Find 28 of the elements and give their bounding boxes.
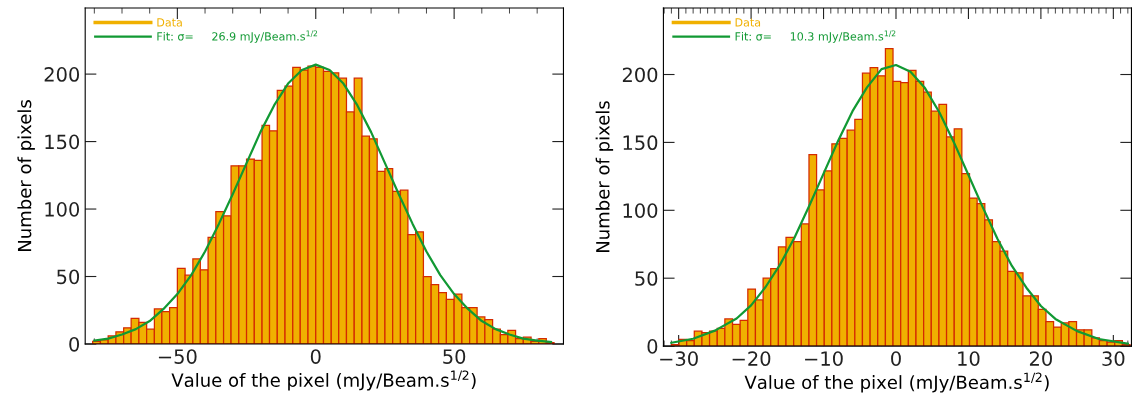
text: Fit: σ= 10.3 mJy/Beam.s$^{1/2}$ <box>735 30 896 43</box>
x-tick-label: 50 <box>443 349 466 364</box>
x-tick-label: 0 <box>891 351 901 366</box>
text: Data <box>735 18 761 27</box>
series-label: Fit: σ= 26.9 mJy/Beam.s$^{1/2}$ <box>157 30 318 43</box>
y-tick-label: 200 <box>622 67 658 83</box>
y-tick-label: 0 <box>69 336 80 352</box>
x-tick-label: 10 <box>958 351 980 366</box>
y-axis-title: Number of pixels <box>17 100 35 251</box>
y-tick-label: 0 <box>647 339 658 354</box>
y-tick-label: 150 <box>623 135 658 151</box>
y-tick-label: 50 <box>635 271 658 286</box>
y-axis-title: Number of pixels <box>595 101 614 253</box>
x-axis-title: Value of the pixel (mJy/Beam.s$^{1/2}$) <box>171 370 476 391</box>
y-tick-label: 200 <box>44 67 80 82</box>
y-tick-label: 100 <box>623 203 658 218</box>
y-tick-label: 150 <box>45 134 80 150</box>
y-tick-label: 100 <box>45 202 80 217</box>
x-axis-title: Value of the pixel (mJy/Beam.s$^{1/2}$) <box>744 372 1049 393</box>
x-tick-label: 20 <box>1029 351 1052 366</box>
x-tick-label: 0 <box>310 349 321 364</box>
x-tick-label: 30 <box>1102 351 1125 366</box>
text: Data <box>157 18 182 27</box>
x-tick-label: −20 <box>732 351 771 366</box>
x-tick-label: −30 <box>660 351 698 366</box>
x-tick-label: −10 <box>805 351 843 366</box>
x-tick-label: −50 <box>158 349 197 364</box>
y-tick-label: 50 <box>57 269 80 285</box>
